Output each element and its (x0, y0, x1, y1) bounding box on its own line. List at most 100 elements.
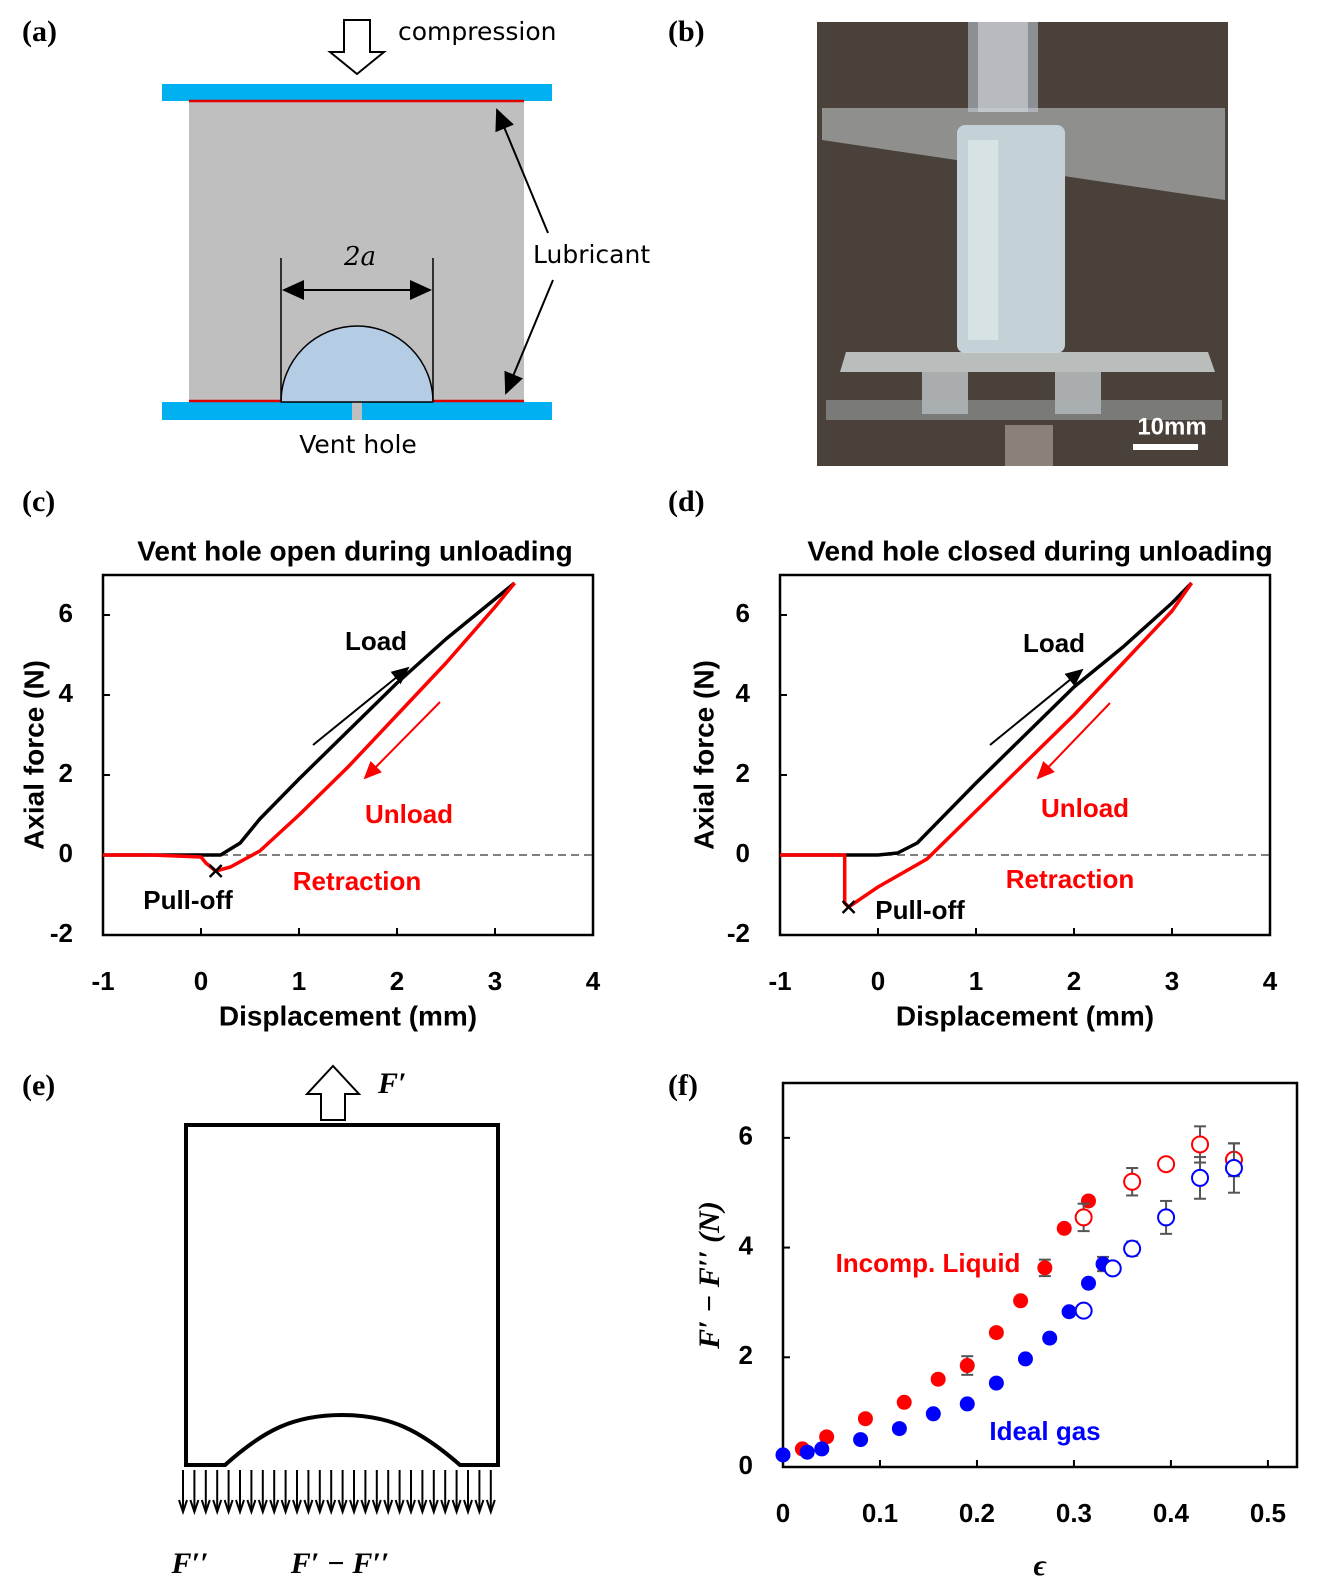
y-tick-label: 0 (736, 838, 750, 868)
data-point (1074, 1301, 1093, 1320)
annotation: Retraction (1006, 864, 1135, 894)
force-arrow-head (394, 1499, 405, 1516)
x-tick-label: -1 (768, 966, 791, 996)
force-arrow-head (178, 1499, 188, 1516)
y-axis-label: Axial force (N) (688, 660, 719, 850)
panel-label: (f) (668, 1069, 698, 1102)
y-tick-label: 4 (59, 678, 74, 708)
chart-title: Vent hole open during unloading (137, 535, 573, 566)
force-arrow-head (440, 1499, 451, 1516)
x-tick-label: 0.2 (959, 1498, 995, 1528)
data-point (930, 1371, 946, 1387)
x-tick-label: 0.5 (1250, 1498, 1286, 1528)
data-point (853, 1432, 869, 1448)
data-point (988, 1375, 1004, 1391)
photo-b: 10mm (817, 22, 1228, 466)
data-point (1224, 1159, 1243, 1178)
x-tick-label: 0.3 (1056, 1498, 1092, 1528)
force-arrow-head (428, 1499, 439, 1516)
x-tick-label: 3 (488, 966, 502, 996)
data-line (780, 581, 1194, 909)
force-arrow-head (451, 1499, 462, 1516)
x-tick-label: 0 (871, 966, 885, 996)
data-line (103, 581, 516, 873)
data-point (988, 1325, 1004, 1341)
y-tick-label: 2 (736, 758, 750, 788)
label: F′′ (171, 1547, 209, 1580)
force-arrow-head (269, 1499, 280, 1516)
x-tick-label: 0 (776, 1498, 790, 1528)
force-arrow-head (383, 1499, 394, 1516)
data-point (896, 1394, 912, 1410)
y-axis-label: F′ − F′′ (N) (693, 1201, 726, 1350)
data-point (959, 1358, 975, 1374)
data-point (1017, 1351, 1033, 1367)
force-arrow-head (349, 1499, 359, 1516)
data-point (1061, 1304, 1077, 1320)
direction-arrow (363, 701, 441, 780)
data-point (1103, 1259, 1122, 1278)
data-point (1080, 1275, 1096, 1291)
force-arrow-head (463, 1499, 473, 1516)
force-arrow-head (314, 1499, 325, 1516)
force-arrow-head (474, 1499, 485, 1516)
data-point (1157, 1155, 1176, 1174)
charts: Vent hole open during unloading -1 0 1 2 3 4 -2… (18, 535, 1299, 1582)
diagram-e: F′ F′′ F′ − F′′ (171, 1064, 500, 1580)
data-point (959, 1396, 975, 1412)
data-point (1037, 1260, 1053, 1276)
panel-label: (d) (668, 485, 705, 518)
force-arrow-head (212, 1499, 223, 1516)
y-tick-label: -2 (50, 918, 73, 948)
data-point (1123, 1172, 1142, 1191)
x-tick-label: 1 (292, 966, 306, 996)
annotation: Pull-off (143, 885, 233, 915)
force-arrow-head (326, 1499, 337, 1516)
x-tick-label: 0 (194, 966, 208, 996)
data-point (1191, 1168, 1210, 1187)
y-tick-label: 2 (59, 758, 73, 788)
x-tick-label: 0.1 (862, 1498, 898, 1528)
data-point (1056, 1220, 1072, 1236)
plot-frame (778, 573, 1272, 937)
x-tick-label: 2 (1067, 966, 1081, 996)
y-tick-label: 0 (739, 1450, 753, 1480)
data-point (814, 1441, 830, 1457)
x-tick-label: 0.4 (1153, 1498, 1190, 1528)
data-point (891, 1421, 907, 1437)
pull-off-marker (208, 864, 223, 878)
label: compression (398, 17, 557, 46)
force-arrow-head (200, 1499, 211, 1516)
label: F′ − F′′ (290, 1547, 390, 1580)
force-arrow-head (337, 1499, 348, 1516)
label: F′ (377, 1067, 406, 1100)
x-axis-label: Displacement (mm) (219, 1000, 477, 1031)
force-arrow-head (257, 1499, 268, 1516)
y-tick-label: 6 (59, 598, 73, 628)
force-arrow-head (280, 1499, 291, 1516)
data-point (1191, 1135, 1210, 1154)
force-arrow-head (485, 1499, 496, 1516)
force-arrow-head (223, 1499, 234, 1516)
diagram-a: compression 2a Lubricant Vent hole (162, 17, 650, 459)
panel-label: (b) (668, 15, 705, 48)
series-label: Load (345, 626, 407, 656)
data-point (775, 1447, 791, 1463)
x-axis-label: ϵ (1034, 1549, 1047, 1582)
y-tick-label: -2 (727, 918, 750, 948)
y-axis-label: Axial force (N) (18, 660, 49, 850)
force-arrow-head (371, 1499, 382, 1516)
data-point (857, 1411, 873, 1427)
y-tick-label: 4 (736, 678, 751, 708)
force-arrow-head (417, 1499, 428, 1516)
x-tick-label: -1 (91, 966, 114, 996)
series-label: Unload (365, 799, 453, 829)
force-arrow-head (406, 1499, 416, 1516)
direction-arrow (1036, 702, 1111, 780)
data-line (780, 581, 1193, 857)
x-tick-label: 1 (969, 966, 983, 996)
force-arrow-head (246, 1499, 257, 1516)
series-label: Unload (1041, 793, 1129, 823)
data-point (1013, 1293, 1029, 1309)
label: Lubricant (533, 240, 650, 269)
